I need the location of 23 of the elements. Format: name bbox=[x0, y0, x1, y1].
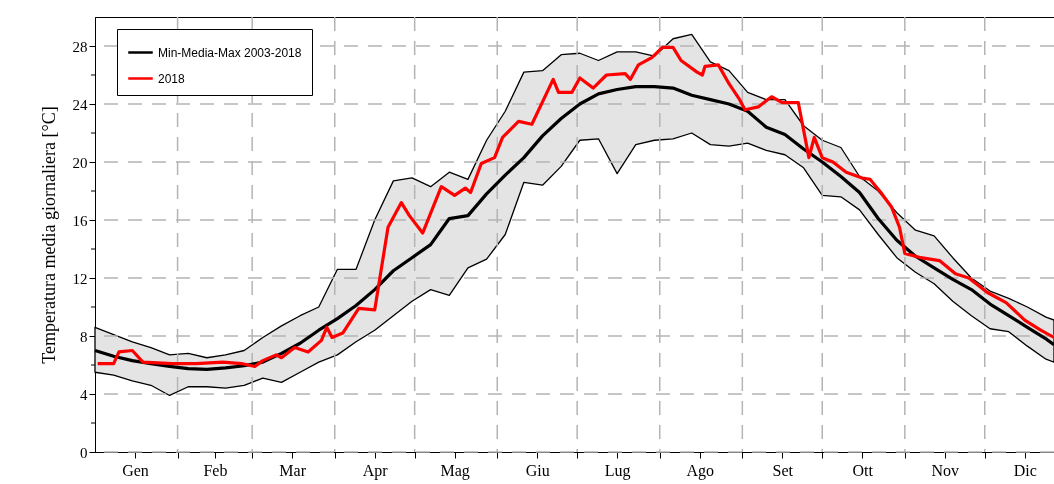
y-tick-label: 20 bbox=[72, 154, 88, 171]
x-tick-label: Ago bbox=[686, 461, 714, 480]
x-tick-label: Apr bbox=[362, 461, 389, 480]
x-tick-label: Feb bbox=[203, 461, 228, 479]
y-tick-label: 28 bbox=[72, 38, 88, 55]
x-tick-label: Lug bbox=[604, 461, 631, 480]
x-tick-label: Giu bbox=[525, 461, 550, 479]
x-tick-label: Set bbox=[772, 461, 794, 479]
y-tick-label: 4 bbox=[80, 386, 88, 403]
y-axis-title: Temperatura media giornaliera [°C] bbox=[38, 106, 59, 364]
x-tick-label: Mar bbox=[279, 461, 307, 479]
y-tick-label: 16 bbox=[72, 212, 88, 229]
y-tick-label: 12 bbox=[72, 270, 88, 287]
legend-label: Min-Media-Max 2003-2018 bbox=[158, 45, 302, 60]
legend-label: 2018 bbox=[158, 71, 186, 86]
x-tick-label: Gen bbox=[122, 461, 149, 479]
y-tick-label: 24 bbox=[72, 96, 88, 113]
x-tick-label: Ott bbox=[852, 461, 874, 479]
x-tick-label: Mag bbox=[440, 461, 470, 480]
x-tick-label: Dic bbox=[1013, 461, 1037, 479]
y-tick-label: 0 bbox=[80, 444, 88, 461]
x-tick-label: Nov bbox=[931, 461, 960, 479]
y-tick-label: 8 bbox=[80, 328, 88, 345]
